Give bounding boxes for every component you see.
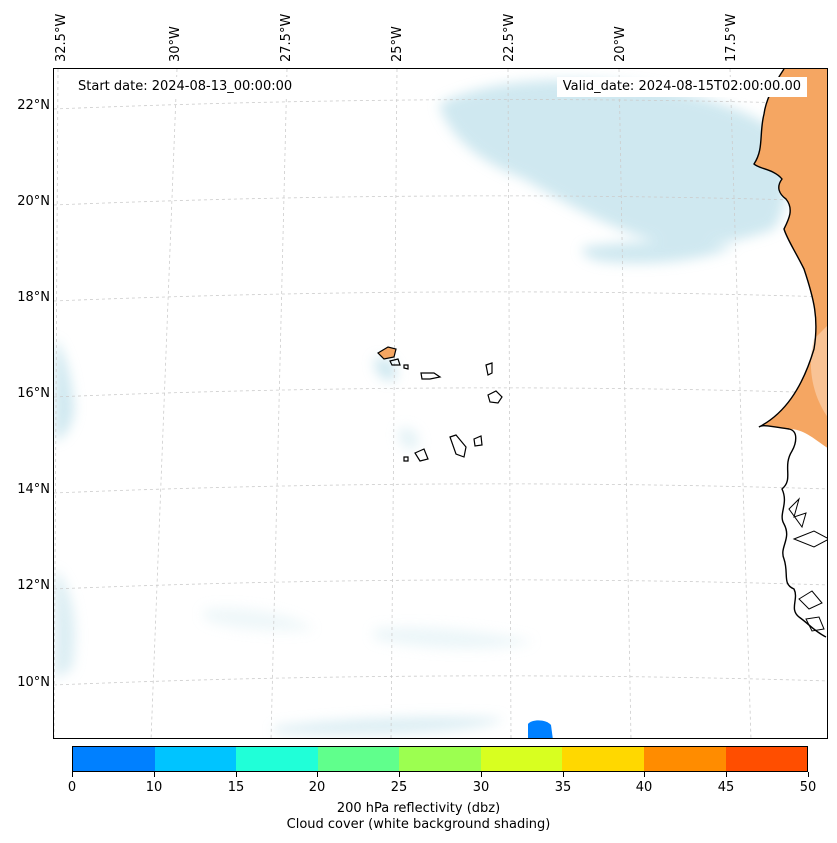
latitude-label: 10°N	[17, 675, 50, 690]
colorbar-swatch	[73, 747, 155, 771]
longitude-label: 30°W	[168, 26, 183, 62]
colorbar-tick-mark	[808, 772, 809, 777]
colorbar-tick-label: 35	[554, 780, 572, 795]
longitude-label: 20°W	[613, 26, 628, 62]
latitude-label: 18°N	[17, 290, 50, 305]
colorbar-tick-mark	[399, 772, 400, 777]
colorbar-swatch	[236, 747, 318, 771]
colorbar-tick-label: 45	[717, 780, 735, 795]
colorbar-tick-label: 50	[799, 780, 817, 795]
latitude-label: 12°N	[17, 578, 50, 593]
colorbar-tick-label: 0	[67, 780, 77, 795]
colorbar-title-line2: Cloud cover (white background shading)	[286, 817, 551, 832]
colorbar-tick-mark	[154, 772, 155, 777]
africa-landmass	[753, 69, 827, 638]
colorbar-tick-mark	[317, 772, 318, 777]
colorbar-swatch	[562, 747, 644, 771]
longitude-label: 17.5°W	[724, 13, 739, 62]
colorbar-swatch	[725, 747, 808, 771]
colorbar-tick-label: 30	[472, 780, 490, 795]
longitude-label: 32.5°W	[54, 13, 69, 62]
colorbar-tick-mark	[726, 772, 727, 777]
valid-date-label: Valid_date: 2024-08-15T02:00:00.00	[556, 77, 807, 97]
colorbar-title-line1: 200 hPa reflectivity (dbz)	[336, 801, 501, 816]
colorbar-tick-mark	[236, 772, 237, 777]
map-panel: Start date: 2024-08-13_00:00:00 Valid_da…	[53, 68, 828, 739]
colorbar-tick-label: 25	[390, 780, 408, 795]
longitude-label: 25°W	[390, 26, 405, 62]
colorbar-tick-mark	[563, 772, 564, 777]
cape-verde-islands	[377, 346, 503, 462]
colorbar-tick-mark	[644, 772, 645, 777]
reflectivity-colorbar	[72, 746, 808, 772]
start-date-label: Start date: 2024-08-13_00:00:00	[72, 77, 299, 97]
colorbar-tick-mark	[481, 772, 482, 777]
latitude-label: 16°N	[17, 386, 50, 401]
colorbar-title: 200 hPa reflectivity (dbz) Cloud cover (…	[0, 801, 837, 833]
reflectivity-patch	[528, 720, 553, 738]
longitude-label: 22.5°W	[502, 13, 517, 62]
colorbar-swatch	[154, 747, 237, 771]
latitude-label: 14°N	[17, 482, 50, 497]
colorbar-tick-mark	[72, 772, 73, 777]
colorbar-tick-label: 15	[227, 780, 245, 795]
colorbar-swatch	[399, 747, 481, 771]
colorbar-tick-label: 40	[635, 780, 653, 795]
cloud-cover-shading	[54, 80, 788, 735]
latitude-label: 22°N	[17, 98, 50, 113]
colorbar-swatch	[480, 747, 563, 771]
latitude-label: 20°N	[17, 194, 50, 209]
colorbar-swatch	[317, 747, 400, 771]
map-canvas	[54, 69, 827, 738]
colorbar-tick-label: 20	[308, 780, 326, 795]
colorbar-tick-label: 10	[145, 780, 163, 795]
colorbar-swatch	[643, 747, 726, 771]
graticule	[54, 69, 827, 738]
longitude-label: 27.5°W	[279, 13, 294, 62]
